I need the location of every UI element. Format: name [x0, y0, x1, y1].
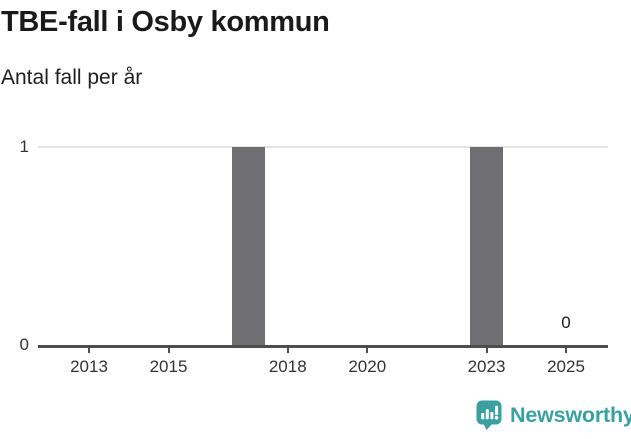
- x-tick-2020: [366, 347, 369, 353]
- x-tick-2015: [167, 347, 170, 353]
- gridline-y1: [38, 146, 608, 148]
- x-tick-label-2020: 2020: [348, 357, 387, 376]
- x-tick-2023: [485, 347, 488, 353]
- x-tick-label-2025: 2025: [547, 357, 585, 376]
- newsworthy-icon: [476, 400, 503, 431]
- newsworthy-logo-text: Newsworthy: [510, 403, 631, 427]
- x-axis-line: [38, 345, 608, 348]
- x-tick-label-2015: 2015: [149, 357, 188, 376]
- x-tick-2025: [565, 347, 567, 353]
- y-tick-label-1: 1: [19, 137, 29, 156]
- x-tick-2013: [88, 347, 90, 353]
- chart-title: TBE-fall i Osby kommun: [1, 6, 330, 38]
- x-tick-2018: [286, 347, 289, 353]
- x-tick-label-2013: 2013: [70, 357, 108, 376]
- x-tick-label-2023: 2023: [467, 357, 506, 376]
- y-tick-label-0: 0: [19, 335, 29, 354]
- bar-2017: [231, 147, 265, 346]
- newsworthy-logo[interactable]: Newsworthy: [476, 400, 631, 431]
- value-label-2025: 0: [561, 313, 571, 332]
- bar-2023: [470, 147, 503, 346]
- x-tick-label-2018: 2018: [268, 357, 307, 376]
- chart-subtitle: Antal fall per år: [1, 66, 143, 89]
